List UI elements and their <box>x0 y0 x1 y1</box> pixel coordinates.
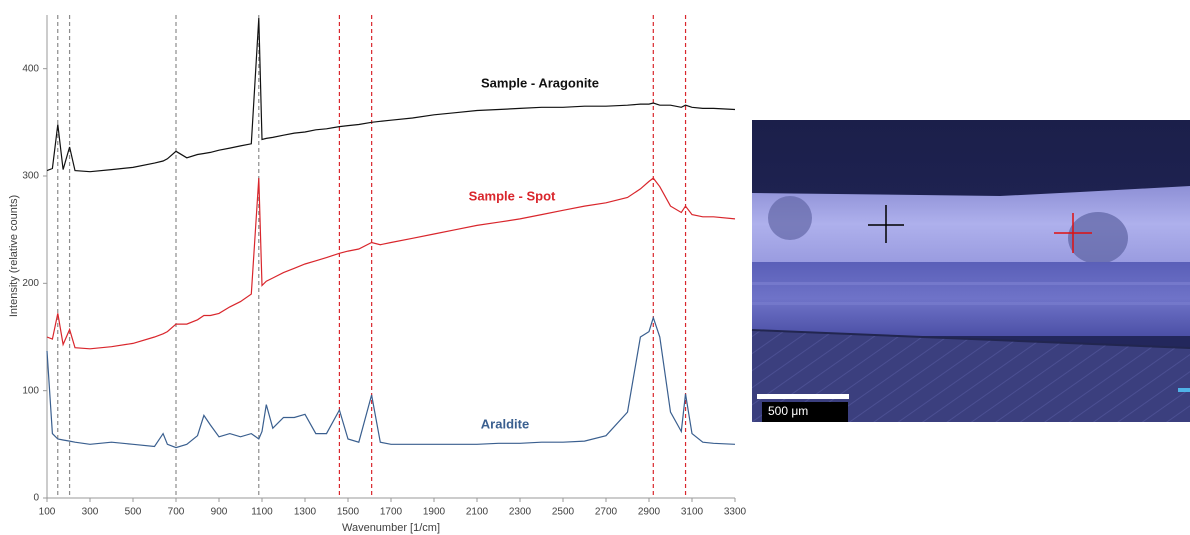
y-axis-title: Intensity (relative counts) <box>8 195 20 317</box>
x-tick-label: 300 <box>82 507 99 518</box>
x-tick-label: 2500 <box>552 507 575 518</box>
x-tick-label: 900 <box>211 507 228 518</box>
boundary <box>751 329 1190 349</box>
marker <box>1178 388 1190 392</box>
series-label: Sample - Aragonite <box>481 75 599 90</box>
x-tick-label: 3300 <box>724 507 747 518</box>
series-label: Sample - Spot <box>469 188 556 203</box>
x-tick-label: 1500 <box>337 507 360 518</box>
spot <box>1068 212 1128 264</box>
y-tick-label: 100 <box>22 385 39 396</box>
sample-layer <box>752 186 1190 262</box>
x-tick-label: 100 <box>39 507 56 518</box>
y-tick-label: 400 <box>22 63 39 74</box>
x-axis-title: Wavenumber [1/cm] <box>342 522 440 534</box>
chart: Intensity (relative counts) Wavenumber [… <box>8 15 747 534</box>
scale-box <box>762 402 848 422</box>
x-tick-label: 1900 <box>423 507 446 518</box>
x-tick-label: 2900 <box>638 507 661 518</box>
scale-bar <box>757 394 849 399</box>
y-tick-label: 200 <box>22 278 39 289</box>
micrograph: 500 μm <box>751 120 1190 422</box>
x-tick-label: 2300 <box>509 507 532 518</box>
spot <box>768 196 812 240</box>
y-tick-label: 300 <box>22 171 39 182</box>
x-tick-label: 700 <box>168 507 185 518</box>
x-tick-label: 2700 <box>595 507 618 518</box>
series-line <box>46 315 736 449</box>
x-tick-label: 2100 <box>466 507 489 518</box>
series-label: Araldite <box>481 416 529 431</box>
x-tick-label: 3100 <box>681 507 704 518</box>
x-tick-label: 1100 <box>251 507 273 518</box>
layer <box>752 262 1190 336</box>
x-tick-label: 1300 <box>294 507 317 518</box>
series-line <box>46 18 736 173</box>
substrate <box>752 330 1190 422</box>
band <box>752 302 1190 305</box>
scale-label: 500 μm <box>768 404 808 418</box>
band <box>752 282 1190 285</box>
x-tick-label: 1700 <box>380 507 403 518</box>
x-tick-label: 500 <box>125 507 142 518</box>
series-line <box>46 177 736 350</box>
y-tick-label: 0 <box>33 493 39 504</box>
